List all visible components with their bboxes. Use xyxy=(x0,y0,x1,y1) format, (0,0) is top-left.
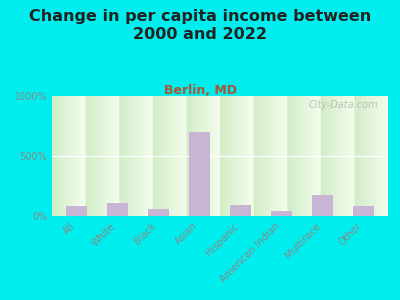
Bar xyxy=(66,206,87,216)
Bar xyxy=(230,205,251,216)
Bar xyxy=(312,195,333,216)
Text: City-Data.com: City-Data.com xyxy=(308,100,378,110)
Bar xyxy=(148,209,169,216)
Bar xyxy=(271,211,292,216)
Text: Berlin, MD: Berlin, MD xyxy=(164,84,236,97)
Text: Change in per capita income between
2000 and 2022: Change in per capita income between 2000… xyxy=(29,9,371,42)
Bar xyxy=(353,206,374,216)
Bar xyxy=(189,132,210,216)
Bar xyxy=(107,203,128,216)
